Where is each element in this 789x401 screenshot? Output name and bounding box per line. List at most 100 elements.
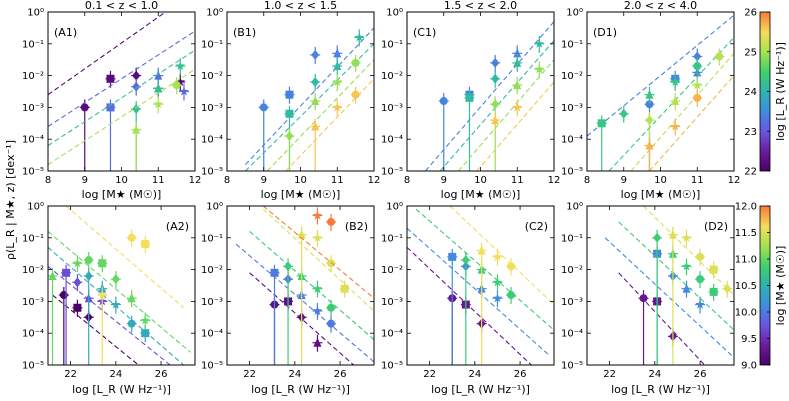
y-tick-label: 10⁻³ <box>22 103 44 114</box>
data-point <box>312 283 323 293</box>
data-point <box>73 303 82 312</box>
data-point <box>141 240 150 249</box>
data-point <box>696 275 705 284</box>
data-point <box>653 232 662 243</box>
data-point <box>491 57 500 68</box>
colorbar-tick-label: 25 <box>744 47 757 58</box>
data-point <box>696 252 705 261</box>
panel-frame <box>406 205 555 366</box>
data-point <box>132 124 141 134</box>
data-point <box>284 261 293 272</box>
y-tick-label: 10⁻² <box>381 265 403 276</box>
x-tick-label: 11 <box>511 175 524 186</box>
fit-line <box>249 272 355 365</box>
y-tick-label: 10⁻¹ <box>561 233 583 244</box>
data-point <box>692 80 702 90</box>
data-point <box>668 229 677 239</box>
data-point <box>285 90 294 99</box>
y-tick-label: 10⁻⁴ <box>381 135 403 146</box>
panel-title: 0.1 < z < 1.0 <box>85 0 158 12</box>
data-point <box>311 96 320 106</box>
x-axis-label: log [L_R (W Hz⁻¹)] <box>611 383 710 396</box>
data-point <box>72 258 83 268</box>
data-point <box>127 233 136 242</box>
x-tick-label: 8 <box>584 175 590 186</box>
panel-frame <box>47 205 196 366</box>
data-point <box>682 283 691 293</box>
x-axis-label: log [M★ (M☉)] <box>261 188 341 201</box>
fit-line <box>458 59 554 171</box>
panel-b1: 8 9 10 11 12 10⁻⁵ 10⁻⁴ 10⁻³ 10⁻² 10⁻¹ 10⁰ (B1) 1.0 <… <box>201 0 380 186</box>
x-tick-label: 22 <box>603 369 616 380</box>
colorbar-tick-label: 9.0 <box>741 361 757 372</box>
panel-label: (D2) <box>704 220 728 233</box>
x-tick-label: 26 <box>514 369 527 380</box>
x-tick-label: 11 <box>691 175 704 186</box>
data-point <box>98 259 107 268</box>
colorbar-stellar-mass: 9.0 9.5 10.0 10.5 11.0 11.5 12.0 log [M★ (M☉)] <box>735 202 787 372</box>
data-point <box>84 256 93 265</box>
colorbar-label: log [L_R (W Hz⁻¹)] <box>774 42 787 141</box>
data-point <box>439 97 448 106</box>
fit-line <box>244 43 374 171</box>
data-point <box>285 131 294 142</box>
y-tick-label: 10⁻⁵ <box>561 167 583 178</box>
data-point <box>512 102 522 112</box>
fit-line <box>262 208 374 312</box>
data-point <box>132 81 141 92</box>
y-axis-label: ρ(L_R | M★, z) [dex⁻¹] <box>4 140 17 260</box>
fit-line <box>48 30 195 127</box>
panel-title: 2.0 < z < 4.0 <box>624 0 697 12</box>
colorbar-tick-label: 22 <box>744 167 757 178</box>
x-tick-label: 9 <box>261 175 267 186</box>
data-point <box>670 121 680 131</box>
data-point <box>709 265 718 274</box>
x-tick-label: 22 <box>243 369 256 380</box>
data-point <box>491 115 500 125</box>
data-point <box>97 290 107 300</box>
data-point <box>111 299 121 309</box>
data-point <box>327 303 336 312</box>
data-point <box>84 270 93 281</box>
colorbar-tick-label: 11.0 <box>735 255 757 266</box>
panel-d2: 22 24 26 10⁻⁵ 10⁻⁴ 10⁻³ 10⁻² 10⁻¹ 10⁰ (D2) <box>561 202 735 380</box>
y-tick-label: 10⁻³ <box>201 297 223 308</box>
x-tick-label: 12 <box>368 175 381 186</box>
data-point <box>681 261 692 271</box>
fit-line <box>48 265 171 365</box>
fit-line <box>643 206 734 296</box>
data-point <box>492 251 503 261</box>
x-tick-label: 10 <box>654 175 667 186</box>
data-point <box>597 119 606 128</box>
x-tick-label: 22 <box>423 369 436 380</box>
data-point <box>311 76 320 87</box>
data-point <box>645 140 654 150</box>
x-tick-label: 22 <box>64 369 77 380</box>
y-tick-label: 10⁻² <box>201 265 223 276</box>
data-point <box>127 293 136 303</box>
x-tick-label: 9 <box>621 175 627 186</box>
data-point <box>153 99 163 109</box>
fit-line <box>48 68 195 166</box>
panel-c2: 22 24 26 10⁻⁵ 10⁻⁴ 10⁻³ 10⁻² 10⁻¹ 10⁰ (C2) <box>381 202 555 380</box>
y-tick-label: 10⁻¹ <box>381 233 403 244</box>
data-point <box>695 299 705 309</box>
fit-line <box>604 237 733 356</box>
y-tick-label: 10⁻¹ <box>22 39 44 50</box>
fit-line <box>249 231 374 340</box>
y-tick-label: 10⁻⁴ <box>201 329 223 340</box>
panel-label: (C1) <box>413 26 436 39</box>
y-tick-label: 10⁻² <box>22 265 44 276</box>
data-point <box>132 70 141 81</box>
panel-title: 1.0 < z < 1.5 <box>264 0 337 12</box>
colorbar-tick-label: 12.0 <box>735 202 757 213</box>
fit-line <box>424 21 554 171</box>
data-point <box>351 90 360 99</box>
data-point <box>140 315 150 325</box>
y-tick-label: 10⁰ <box>566 8 583 19</box>
y-tick-label: 10⁻³ <box>381 297 403 308</box>
data-point <box>693 62 702 71</box>
panel-label: (B1) <box>233 26 256 39</box>
x-tick-label: 11 <box>331 175 344 186</box>
data-point <box>477 245 486 255</box>
